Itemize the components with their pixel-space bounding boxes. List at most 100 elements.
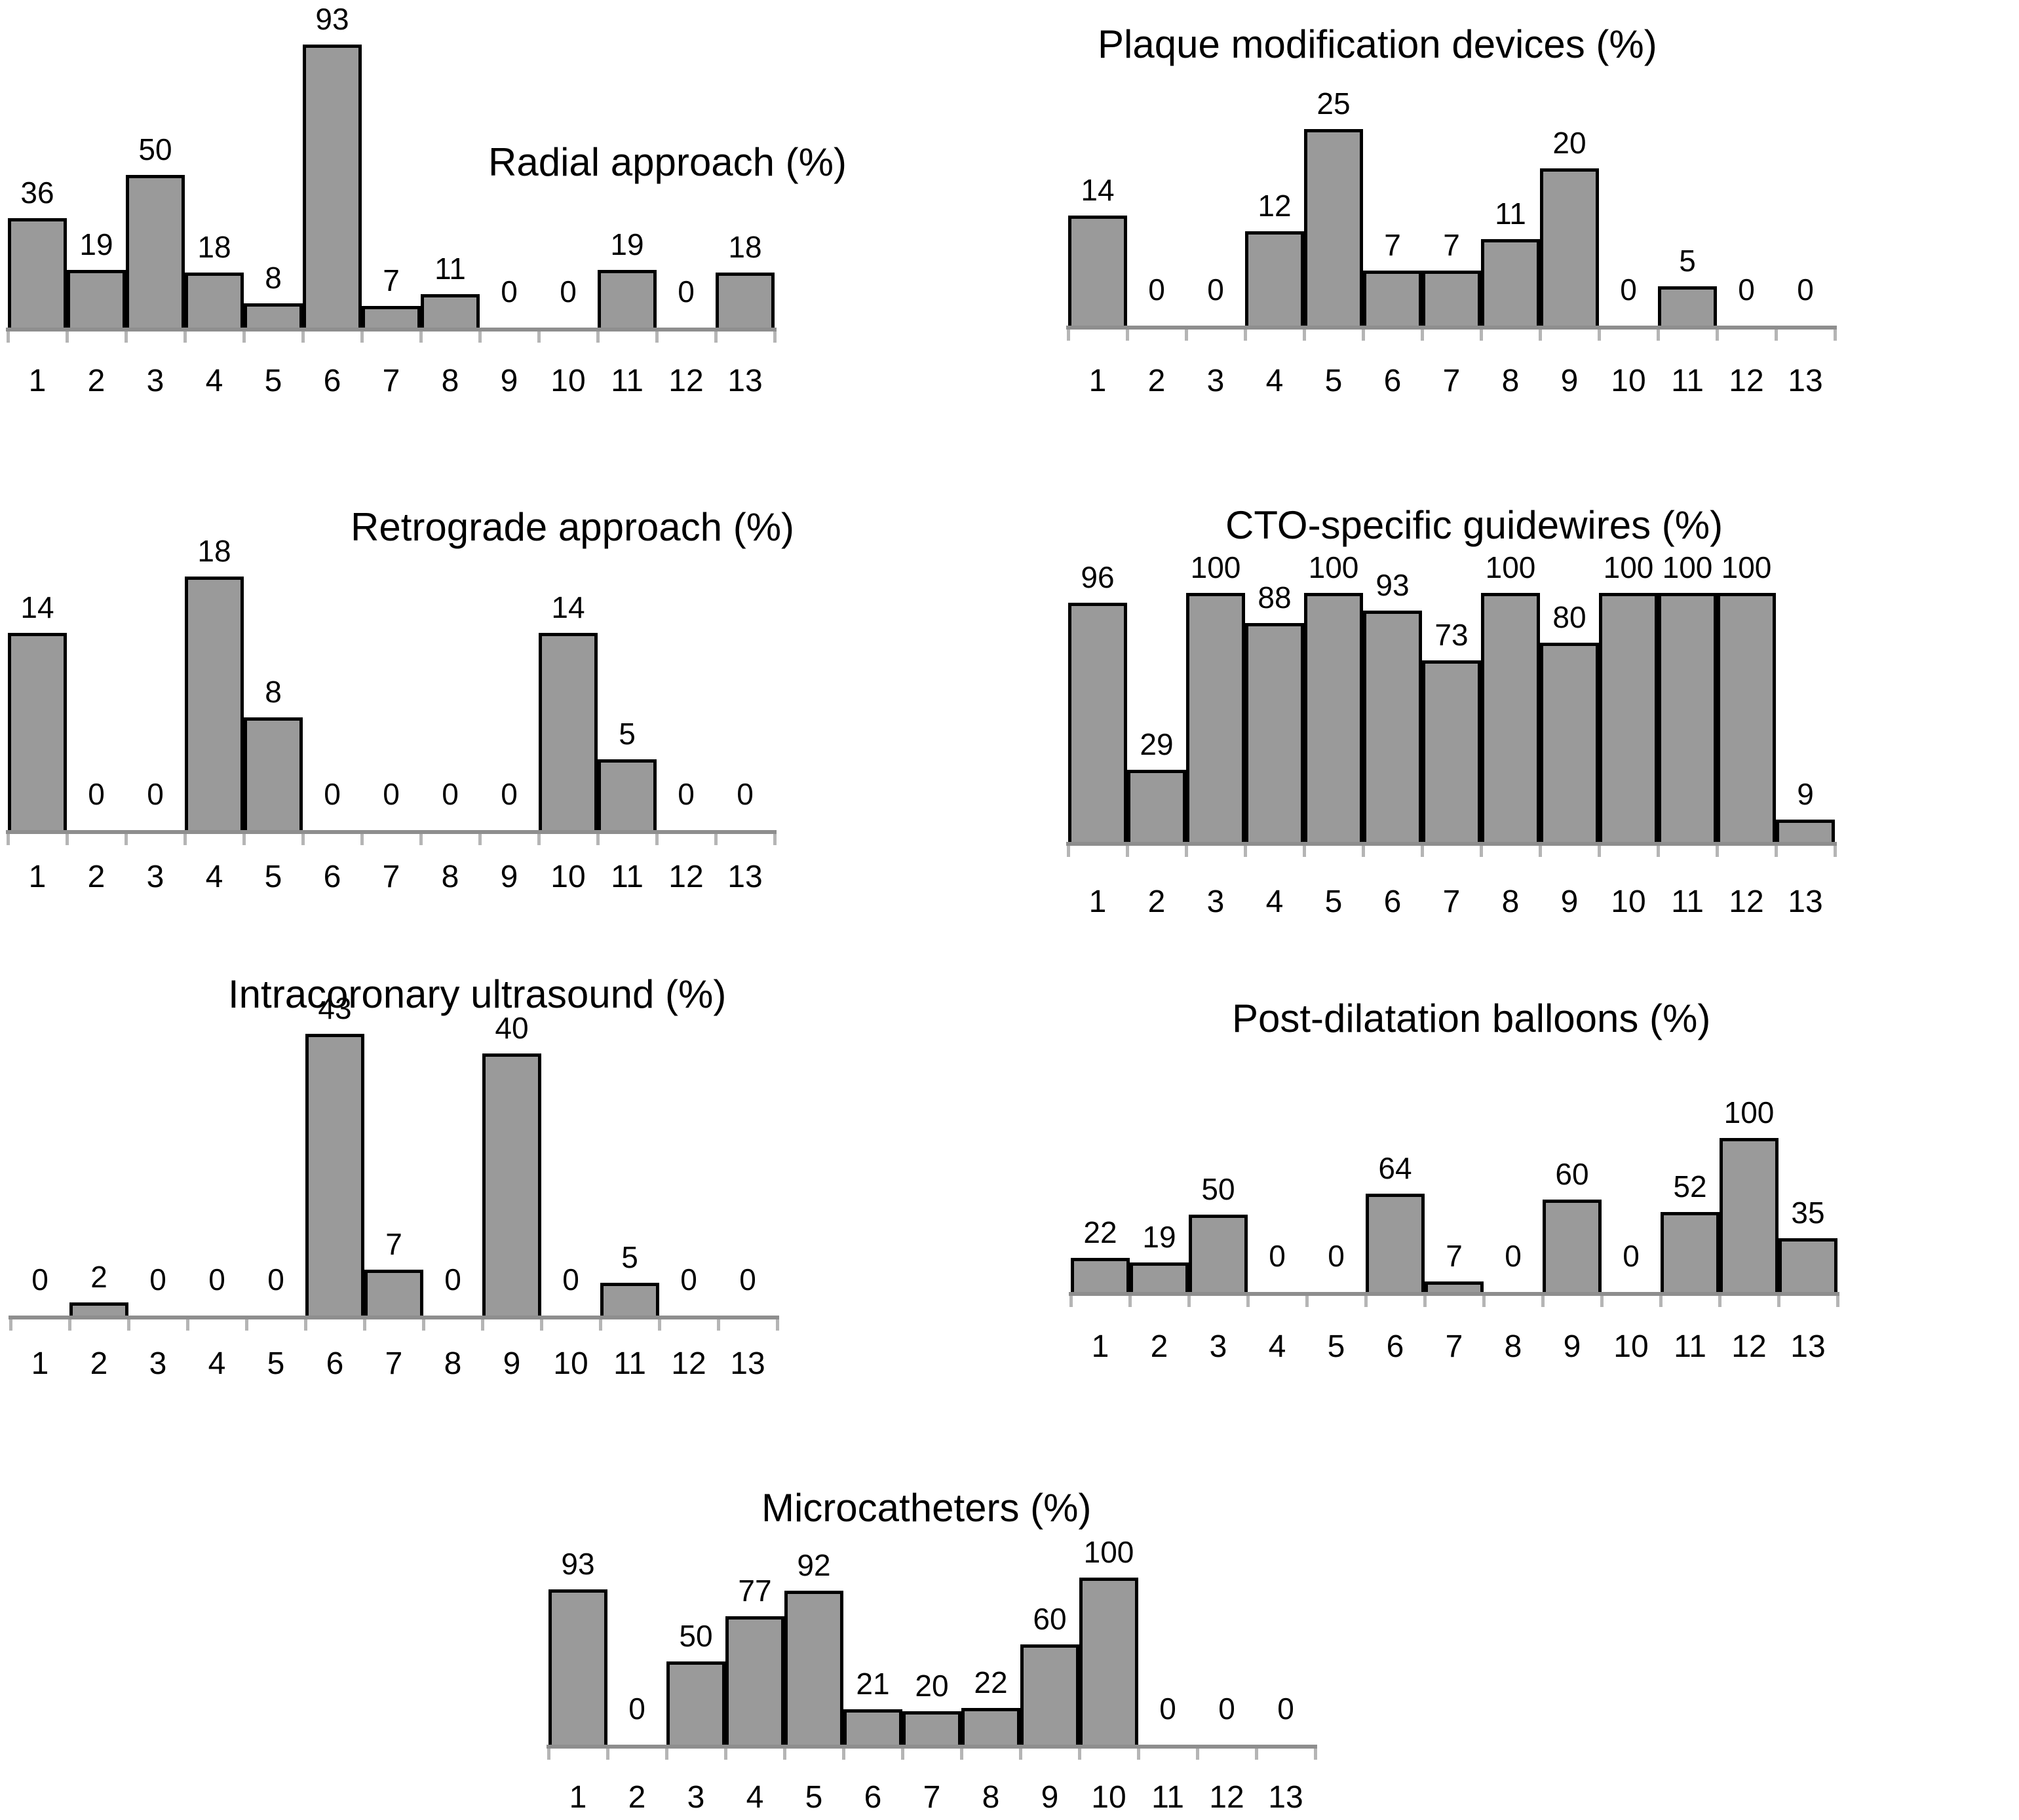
bar-value-label: 0 — [1207, 273, 1224, 307]
x-axis-tick — [68, 1319, 71, 1331]
bar-value-label: 0 — [442, 777, 459, 811]
bar — [1543, 1200, 1602, 1296]
x-axis-tick — [540, 1319, 543, 1331]
x-tick-label: 8 — [982, 1780, 1000, 1815]
x-axis-line — [547, 1745, 1317, 1749]
x-tick-label: 12 — [1731, 1329, 1767, 1364]
bar — [1540, 643, 1599, 846]
bar-value-label: 0 — [560, 275, 577, 309]
bar-value-label: 0 — [1269, 1239, 1286, 1273]
x-tick-label: 5 — [1324, 364, 1343, 398]
bar-value-label: 19 — [610, 227, 644, 261]
bar-value-label: 25 — [1317, 86, 1351, 121]
x-axis-tick — [1775, 330, 1778, 341]
x-tick-label: 4 — [746, 1780, 764, 1815]
bar — [843, 1709, 902, 1749]
bar-value-label: 100 — [1721, 550, 1772, 584]
x-axis-tick — [1244, 846, 1247, 857]
x-tick-label: 10 — [1613, 1329, 1649, 1364]
x-axis-tick — [1657, 330, 1660, 341]
bar-value-label: 5 — [621, 1240, 638, 1274]
x-tick-label: 7 — [382, 860, 400, 894]
bar-value-label: 40 — [495, 1011, 529, 1045]
x-axis-tick — [1019, 1749, 1022, 1760]
bar — [1363, 611, 1422, 846]
bar-value-label: 0 — [680, 1262, 697, 1297]
bar — [244, 717, 303, 834]
x-tick-label: 2 — [1147, 884, 1166, 919]
bar — [362, 306, 421, 332]
bar-value-label: 0 — [739, 1262, 756, 1297]
bar — [1661, 1212, 1720, 1296]
x-tick-label: 6 — [323, 860, 341, 894]
x-axis-tick — [1775, 846, 1778, 857]
x-axis-tick — [1598, 846, 1601, 857]
x-tick-label: 11 — [611, 860, 644, 894]
bar — [1776, 820, 1835, 846]
x-axis-tick — [1598, 330, 1601, 341]
x-tick-label: 1 — [31, 1346, 49, 1381]
x-tick-label: 2 — [87, 860, 106, 894]
bar-value-label: 0 — [1277, 1692, 1294, 1726]
bar-value-label: 0 — [562, 1262, 579, 1297]
bar-value-label: 0 — [88, 777, 105, 811]
bar-value-label: 14 — [1081, 173, 1115, 207]
x-tick-label: 3 — [1209, 1329, 1227, 1364]
x-tick-label: 5 — [267, 1346, 285, 1381]
x-axis-tick — [127, 1319, 130, 1331]
bar-value-label: 100 — [1603, 550, 1654, 584]
x-axis-tick — [183, 332, 187, 343]
x-tick-label: 2 — [628, 1780, 646, 1815]
x-axis-tick — [242, 332, 246, 343]
x-axis-tick — [1659, 1296, 1663, 1307]
x-tick-label: 1 — [569, 1780, 587, 1815]
x-axis-tick — [537, 834, 541, 845]
x-axis-tick — [1255, 1749, 1258, 1760]
x-tick-label: 7 — [1445, 1329, 1463, 1364]
bar-value-label: 22 — [1083, 1215, 1117, 1249]
bar — [600, 1283, 659, 1319]
bar — [1599, 593, 1658, 846]
x-axis-tick — [1126, 846, 1129, 857]
bar — [1658, 286, 1717, 330]
chart-title: Intracoronary ultrasound (%) — [228, 972, 727, 1016]
bar-value-label: 0 — [501, 275, 518, 309]
x-axis-tick — [478, 332, 482, 343]
bar — [1245, 231, 1304, 330]
x-tick-label: 9 — [1560, 364, 1579, 398]
bar-value-label: 9 — [1797, 777, 1814, 811]
x-axis-tick — [301, 332, 305, 343]
x-axis-tick — [1067, 330, 1070, 341]
x-tick-label: 9 — [503, 1346, 521, 1381]
x-tick-label: 4 — [208, 1346, 226, 1381]
x-tick-label: 12 — [668, 364, 704, 398]
x-tick-label: 5 — [264, 860, 282, 894]
bar-value-label: 0 — [208, 1262, 225, 1297]
x-tick-label: 3 — [1206, 364, 1225, 398]
x-axis-tick — [1480, 330, 1483, 341]
bar-value-label: 80 — [1552, 600, 1586, 634]
bar — [784, 1591, 843, 1749]
bar-value-label: 18 — [197, 230, 231, 264]
bar-value-label: 60 — [1555, 1157, 1589, 1191]
x-tick-label: 1 — [28, 860, 47, 894]
x-axis-tick — [1834, 330, 1837, 341]
x-axis-tick — [658, 1319, 661, 1331]
x-axis-line — [6, 328, 777, 332]
x-tick-label: 11 — [1671, 364, 1704, 398]
x-tick-label: 3 — [146, 860, 164, 894]
x-axis-line — [9, 1316, 779, 1319]
x-axis-tick — [596, 834, 600, 845]
bar-value-label: 52 — [1673, 1169, 1707, 1204]
x-axis-tick — [1716, 330, 1719, 341]
x-tick-label: 3 — [687, 1780, 705, 1815]
bar-value-label: 22 — [974, 1665, 1008, 1699]
bar — [305, 1034, 364, 1319]
bar-value-label: 35 — [1791, 1196, 1825, 1230]
bar-value-label: 93 — [315, 2, 349, 36]
x-axis-tick — [7, 332, 10, 343]
x-axis-tick — [1600, 1296, 1604, 1307]
x-tick-label: 1 — [1091, 1329, 1109, 1364]
bar — [961, 1708, 1020, 1749]
